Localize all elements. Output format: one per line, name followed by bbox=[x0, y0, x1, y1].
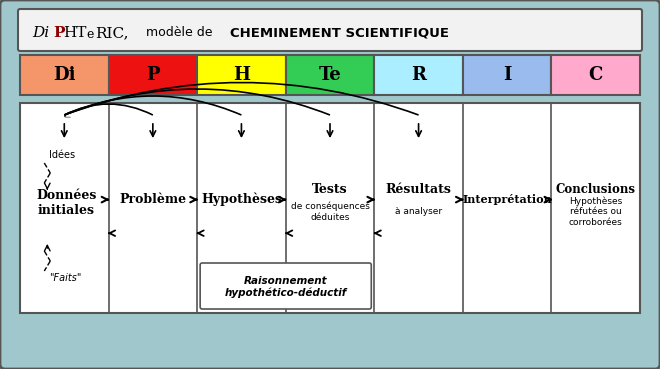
Text: Données
initiales: Données initiales bbox=[36, 189, 96, 217]
Text: I: I bbox=[503, 66, 512, 84]
Text: CHEMINEMENT SCIENTIFIQUE: CHEMINEMENT SCIENTIFIQUE bbox=[230, 27, 449, 39]
Bar bbox=[109, 55, 197, 95]
Text: R: R bbox=[411, 66, 426, 84]
Text: à analyser: à analyser bbox=[395, 207, 442, 216]
FancyBboxPatch shape bbox=[200, 263, 372, 309]
Bar bbox=[551, 55, 640, 95]
Text: P: P bbox=[53, 26, 65, 40]
Text: modèle de: modèle de bbox=[138, 27, 213, 39]
Bar bbox=[20, 55, 109, 95]
Text: Problème: Problème bbox=[119, 193, 186, 206]
Text: Résultats: Résultats bbox=[385, 183, 451, 196]
Text: HT: HT bbox=[63, 26, 86, 40]
FancyBboxPatch shape bbox=[18, 9, 642, 51]
Text: Te: Te bbox=[319, 66, 341, 84]
Text: Raisonnement
hypothético-déductif: Raisonnement hypothético-déductif bbox=[224, 276, 347, 298]
Text: Conclusions: Conclusions bbox=[556, 183, 636, 196]
Text: Di: Di bbox=[32, 26, 49, 40]
Text: RIC,: RIC, bbox=[95, 26, 129, 40]
Text: de conséquences
déduites: de conséquences déduites bbox=[290, 201, 370, 221]
Text: P: P bbox=[146, 66, 160, 84]
Text: e: e bbox=[86, 28, 93, 41]
Text: "Faits": "Faits" bbox=[50, 273, 82, 283]
Text: Tests: Tests bbox=[312, 183, 348, 196]
Text: Hypothèses: Hypothèses bbox=[201, 193, 282, 206]
Text: Idées: Idées bbox=[50, 150, 75, 160]
Bar bbox=[197, 55, 286, 95]
Text: Interprétation: Interprétation bbox=[462, 194, 552, 205]
Text: H: H bbox=[233, 66, 250, 84]
Bar bbox=[463, 55, 551, 95]
Bar bbox=[374, 55, 463, 95]
Text: C: C bbox=[589, 66, 603, 84]
Bar bbox=[286, 55, 374, 95]
Text: Hypothèses
réfutées ou
corroborées: Hypothèses réfutées ou corroborées bbox=[569, 196, 622, 227]
Bar bbox=[20, 103, 640, 313]
Text: Di: Di bbox=[53, 66, 75, 84]
